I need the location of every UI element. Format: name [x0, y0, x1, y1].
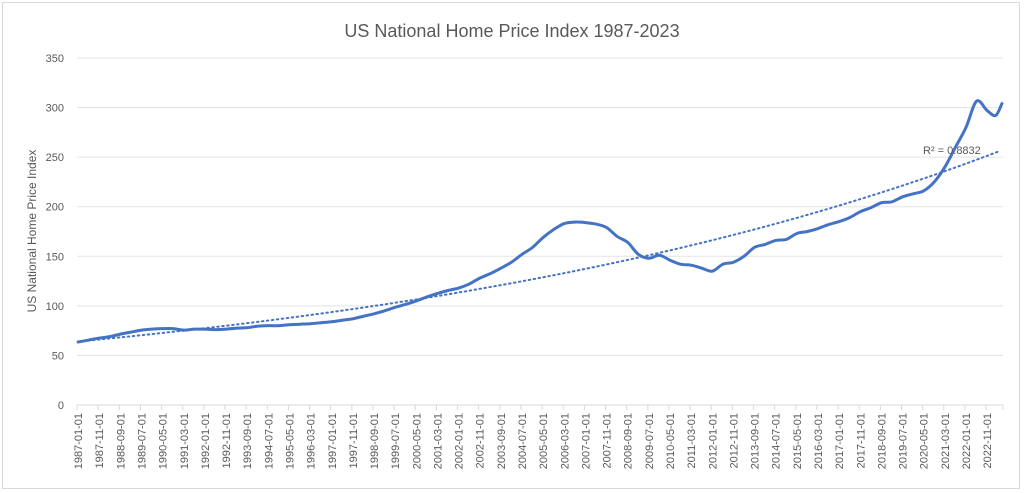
x-tick-label: 2017-11-01 — [855, 413, 867, 468]
x-tick-label: 1993-09-01 — [242, 413, 254, 469]
x-axis: 1987-01-01 1987-11-01 1988-09-01 1989-07-01… — [73, 405, 1004, 469]
chart-title: US National Home Price Index 1987-2023 — [344, 21, 679, 41]
x-tick-label: 2015-05-01 — [792, 413, 804, 469]
x-tick-label: 1991-03-01 — [179, 413, 191, 469]
x-tick-label: 1989-07-01 — [136, 413, 148, 469]
x-tick-label: 2022-01-01 — [961, 413, 973, 469]
x-tick-label: 2020-05-01 — [919, 413, 931, 469]
series-line-home-price-index — [76, 99, 1004, 344]
x-tick-label: 2021-03-01 — [940, 413, 952, 469]
x-tick-label: 1992-01-01 — [200, 413, 212, 469]
y-tick-label: 250 — [46, 152, 64, 164]
y-tick-label: 300 — [46, 103, 64, 115]
x-tick-label: 2018-09-01 — [876, 413, 888, 469]
x-tick-label: 2011-03-01 — [686, 413, 698, 468]
x-tick-label: 2019-07-01 — [898, 413, 910, 469]
y-tick-label: 100 — [46, 301, 64, 313]
x-tick-label: 1987-01-01 — [73, 413, 85, 469]
x-tick-label: 2014-07-01 — [771, 413, 783, 469]
x-tick-label: 1998-09-01 — [369, 413, 381, 469]
x-tick-label: 2012-01-01 — [707, 413, 719, 469]
x-tick-label: 2007-11-01 — [602, 413, 614, 468]
x-tick-label: 2007-01-01 — [580, 413, 592, 469]
y-tick-label: 150 — [46, 251, 64, 263]
x-tick-label: 2008-09-01 — [623, 413, 635, 469]
x-tick-label: 1997-01-01 — [327, 413, 339, 469]
x-tick-label: 1990-05-01 — [158, 413, 170, 469]
x-tick-label: 1995-05-01 — [284, 413, 296, 469]
x-tick-label: 1992-11-01 — [221, 413, 233, 468]
x-tick-label: 2013-09-01 — [750, 413, 762, 469]
x-tick-label: 1994-07-01 — [263, 413, 275, 469]
x-tick-label: 2016-03-01 — [813, 413, 825, 469]
y-tick-label: 200 — [46, 202, 64, 214]
x-tick-label: 1996-03-01 — [306, 413, 318, 469]
x-tick-label: 2017-01-01 — [834, 413, 846, 469]
x-tick-label: 2012-11-01 — [728, 413, 740, 468]
x-tick-label: 1988-09-01 — [115, 413, 127, 469]
gridlines — [77, 57, 1003, 406]
x-tick-label: 2006-03-01 — [559, 413, 571, 469]
x-tick-label: 1999-07-01 — [390, 413, 402, 469]
x-tick-label: 2002-11-01 — [475, 413, 487, 468]
x-tick-label: 2001-03-01 — [432, 413, 444, 469]
x-tick-label: 2010-05-01 — [665, 413, 677, 469]
x-tick-label: 2004-07-01 — [517, 413, 529, 469]
r-squared-label: R² = 0.8832 — [923, 145, 981, 157]
trendline — [77, 150, 999, 343]
x-tick-label: 1987-11-01 — [94, 413, 106, 468]
y-axis-label: US National Home Price Index — [25, 150, 39, 313]
x-tick-label: 2022-11-01 — [982, 413, 994, 468]
x-tick-label: 1997-11-01 — [348, 413, 360, 468]
y-tick-label: 350 — [46, 53, 64, 65]
y-tick-label: 50 — [52, 350, 64, 362]
y-axis: 0 50 100 150 200 250 300 350 — [46, 53, 64, 412]
x-tick-label: 2000-05-01 — [411, 413, 423, 469]
x-tick-label: 2003-09-01 — [496, 413, 508, 469]
x-tick-label: 2009-07-01 — [644, 413, 656, 469]
x-tick-label: 2002-01-01 — [454, 413, 466, 469]
x-tick-label: 2005-05-01 — [538, 413, 550, 469]
y-tick-label: 0 — [58, 400, 64, 412]
